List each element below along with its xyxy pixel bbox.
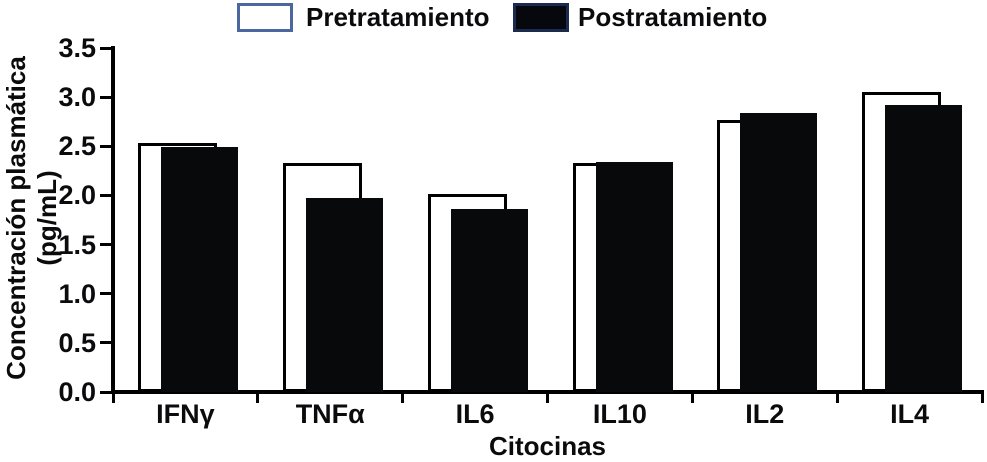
y-tick-1.0 — [100, 292, 112, 296]
x-tick-2 — [401, 394, 405, 403]
bar-postratamiento-TNFα — [305, 198, 383, 392]
x-tick-5 — [835, 394, 839, 403]
bar-postratamiento-IL6 — [450, 209, 528, 392]
x-axis-title: Citocinas — [488, 431, 607, 461]
y-axis-title-line1: Concentración plasmática — [1, 56, 31, 380]
legend-label-pretratamiento: Pretratamiento — [306, 2, 490, 32]
x-category-label-IL6: IL6 — [455, 399, 495, 429]
x-tick-1 — [256, 394, 260, 403]
x-axis-line — [111, 390, 984, 394]
x-category-label-IFNγ: IFNγ — [156, 399, 215, 429]
legend-label-postratamiento: Postratamiento — [578, 2, 768, 32]
x-category-label-IL4: IL4 — [890, 399, 930, 429]
bar-postratamiento-IFNγ — [161, 147, 238, 392]
y-tick-0.5 — [100, 341, 112, 345]
x-tick-0 — [111, 394, 115, 403]
y-tick-1.5 — [100, 243, 112, 247]
bar-postratamiento-IL4 — [885, 105, 963, 392]
y-tick-label-0.0: 0.0 — [58, 377, 96, 407]
x-tick-3 — [546, 394, 549, 403]
y-tick-2.0 — [100, 193, 112, 197]
x-tick-6 — [980, 394, 984, 403]
x-tick-4 — [690, 394, 694, 403]
y-tick-label-1.5: 1.5 — [58, 229, 96, 260]
bar-postratamiento-IL2 — [740, 112, 818, 392]
y-tick-label-0.5: 0.5 — [58, 327, 96, 358]
y-tick-label-3.0: 3.0 — [58, 82, 96, 113]
y-tick-label-1.0: 1.0 — [58, 278, 96, 309]
y-tick-label-2.0: 2.0 — [58, 180, 96, 211]
y-tick-0.0 — [100, 390, 112, 394]
y-tick-label-2.5: 2.5 — [58, 131, 96, 162]
legend-swatch-pretratamiento — [237, 3, 293, 32]
x-category-label-IL10: IL10 — [592, 399, 647, 429]
y-tick-label-3.5: 3.5 — [58, 33, 96, 63]
y-tick-3.0 — [100, 95, 112, 99]
x-category-label-IL2: IL2 — [745, 399, 785, 429]
x-category-label-TNFα: TNFα — [295, 399, 365, 429]
y-tick-3.5 — [100, 46, 112, 50]
y-tick-2.5 — [100, 144, 112, 148]
y-axis-line — [111, 46, 115, 394]
legend-swatch-postratamiento — [513, 3, 569, 32]
bar-postratamiento-IL10 — [595, 162, 673, 392]
